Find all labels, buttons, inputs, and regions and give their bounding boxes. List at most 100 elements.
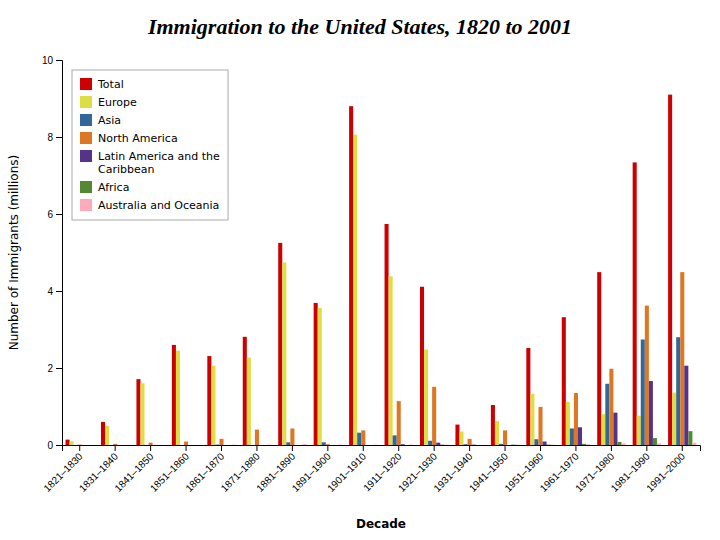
bar: [117, 445, 121, 446]
bar: [290, 428, 294, 445]
bar: [322, 442, 326, 445]
bar: [176, 351, 180, 445]
bar: [480, 445, 484, 446]
x-tick-mark: [221, 445, 222, 451]
bar: [330, 445, 334, 446]
y-tick: 4: [47, 286, 62, 297]
y-tick: 10: [42, 55, 62, 66]
x-tick-mark: [327, 445, 328, 451]
y-tick-mark: [56, 60, 62, 61]
bar: [267, 444, 271, 445]
y-tick-mark: [56, 368, 62, 369]
y-tick-mark: [56, 445, 62, 446]
bar: [495, 421, 499, 445]
bar: [405, 445, 409, 446]
x-tick-mark: [434, 445, 435, 451]
x-tick-mark: [292, 445, 293, 451]
bar: [247, 358, 251, 445]
x-tick-label: 1991–2000: [644, 450, 687, 493]
bar: [243, 337, 247, 445]
legend-item: Africa: [80, 181, 129, 194]
bar: [211, 366, 215, 445]
bar: [547, 444, 551, 445]
bar: [688, 431, 692, 445]
bar: [334, 445, 338, 446]
bar: [401, 444, 405, 445]
bar: [570, 428, 574, 445]
y-tick: 0: [47, 440, 62, 451]
bar: [215, 444, 219, 445]
bar: [601, 414, 605, 445]
bar: [507, 445, 511, 446]
legend-swatch: [80, 181, 92, 193]
legend-swatch: [80, 114, 92, 126]
bar: [361, 430, 365, 445]
bar: [157, 445, 161, 446]
legend-item: Asia: [80, 114, 121, 127]
bar: [78, 444, 82, 445]
bar: [255, 430, 259, 445]
x-tick-mark: [682, 445, 683, 451]
bar: [314, 303, 318, 445]
legend-label: Africa: [98, 181, 129, 194]
bar: [464, 444, 468, 445]
bar: [491, 405, 495, 445]
legend-label: Latin America and theCaribbean: [98, 150, 220, 176]
y-axis: 0246810: [42, 55, 63, 451]
bar: [259, 445, 263, 446]
bar: [597, 272, 601, 445]
bar: [286, 442, 290, 445]
x-tick-mark: [79, 445, 80, 451]
x-tick-mark: [540, 445, 541, 451]
bar: [534, 439, 538, 445]
series: [215, 337, 680, 445]
bar: [369, 445, 373, 446]
y-tick-label: 10: [42, 55, 54, 66]
bar: [476, 445, 480, 446]
bar: [188, 445, 192, 446]
bar: [574, 393, 578, 445]
x-tick-mark: [398, 445, 399, 451]
y-tick: 2: [47, 363, 62, 374]
legend-item: Australia and Oceania: [80, 199, 219, 212]
bar: [645, 306, 649, 445]
bar: [668, 95, 672, 445]
bar: [637, 416, 641, 445]
legend-swatch: [80, 199, 92, 211]
bar: [153, 445, 157, 446]
plot: 02468101821–18301831–18401841–18501851–1…: [41, 55, 700, 494]
bar: [318, 308, 322, 445]
bar: [653, 438, 657, 445]
bar: [538, 407, 542, 445]
bar: [680, 272, 684, 445]
bar: [184, 442, 188, 445]
bar: [459, 432, 463, 445]
bar: [251, 445, 255, 446]
bar: [70, 441, 74, 445]
bar: [657, 443, 661, 445]
bar: [472, 444, 476, 445]
bar: [562, 317, 566, 445]
legend-label: Total: [97, 78, 124, 91]
bar: [66, 440, 70, 445]
y-tick-label: 2: [47, 363, 53, 374]
bar: [326, 444, 330, 445]
bar: [349, 106, 353, 445]
bar: [172, 345, 176, 445]
bar: [428, 441, 432, 445]
series: [78, 272, 685, 445]
bar: [566, 402, 570, 445]
bar: [161, 445, 165, 446]
x-axis-line: [63, 446, 701, 452]
bar: [263, 445, 267, 446]
bar: [228, 445, 232, 446]
x-axis-title: Decade: [356, 517, 406, 531]
legend-item: North America: [80, 132, 178, 145]
legend-label: North America: [98, 132, 178, 145]
bar: [105, 426, 109, 445]
bar: [145, 445, 149, 446]
bar: [74, 445, 78, 446]
bar: [393, 435, 397, 445]
bar: [357, 433, 361, 445]
bar: [672, 393, 676, 445]
